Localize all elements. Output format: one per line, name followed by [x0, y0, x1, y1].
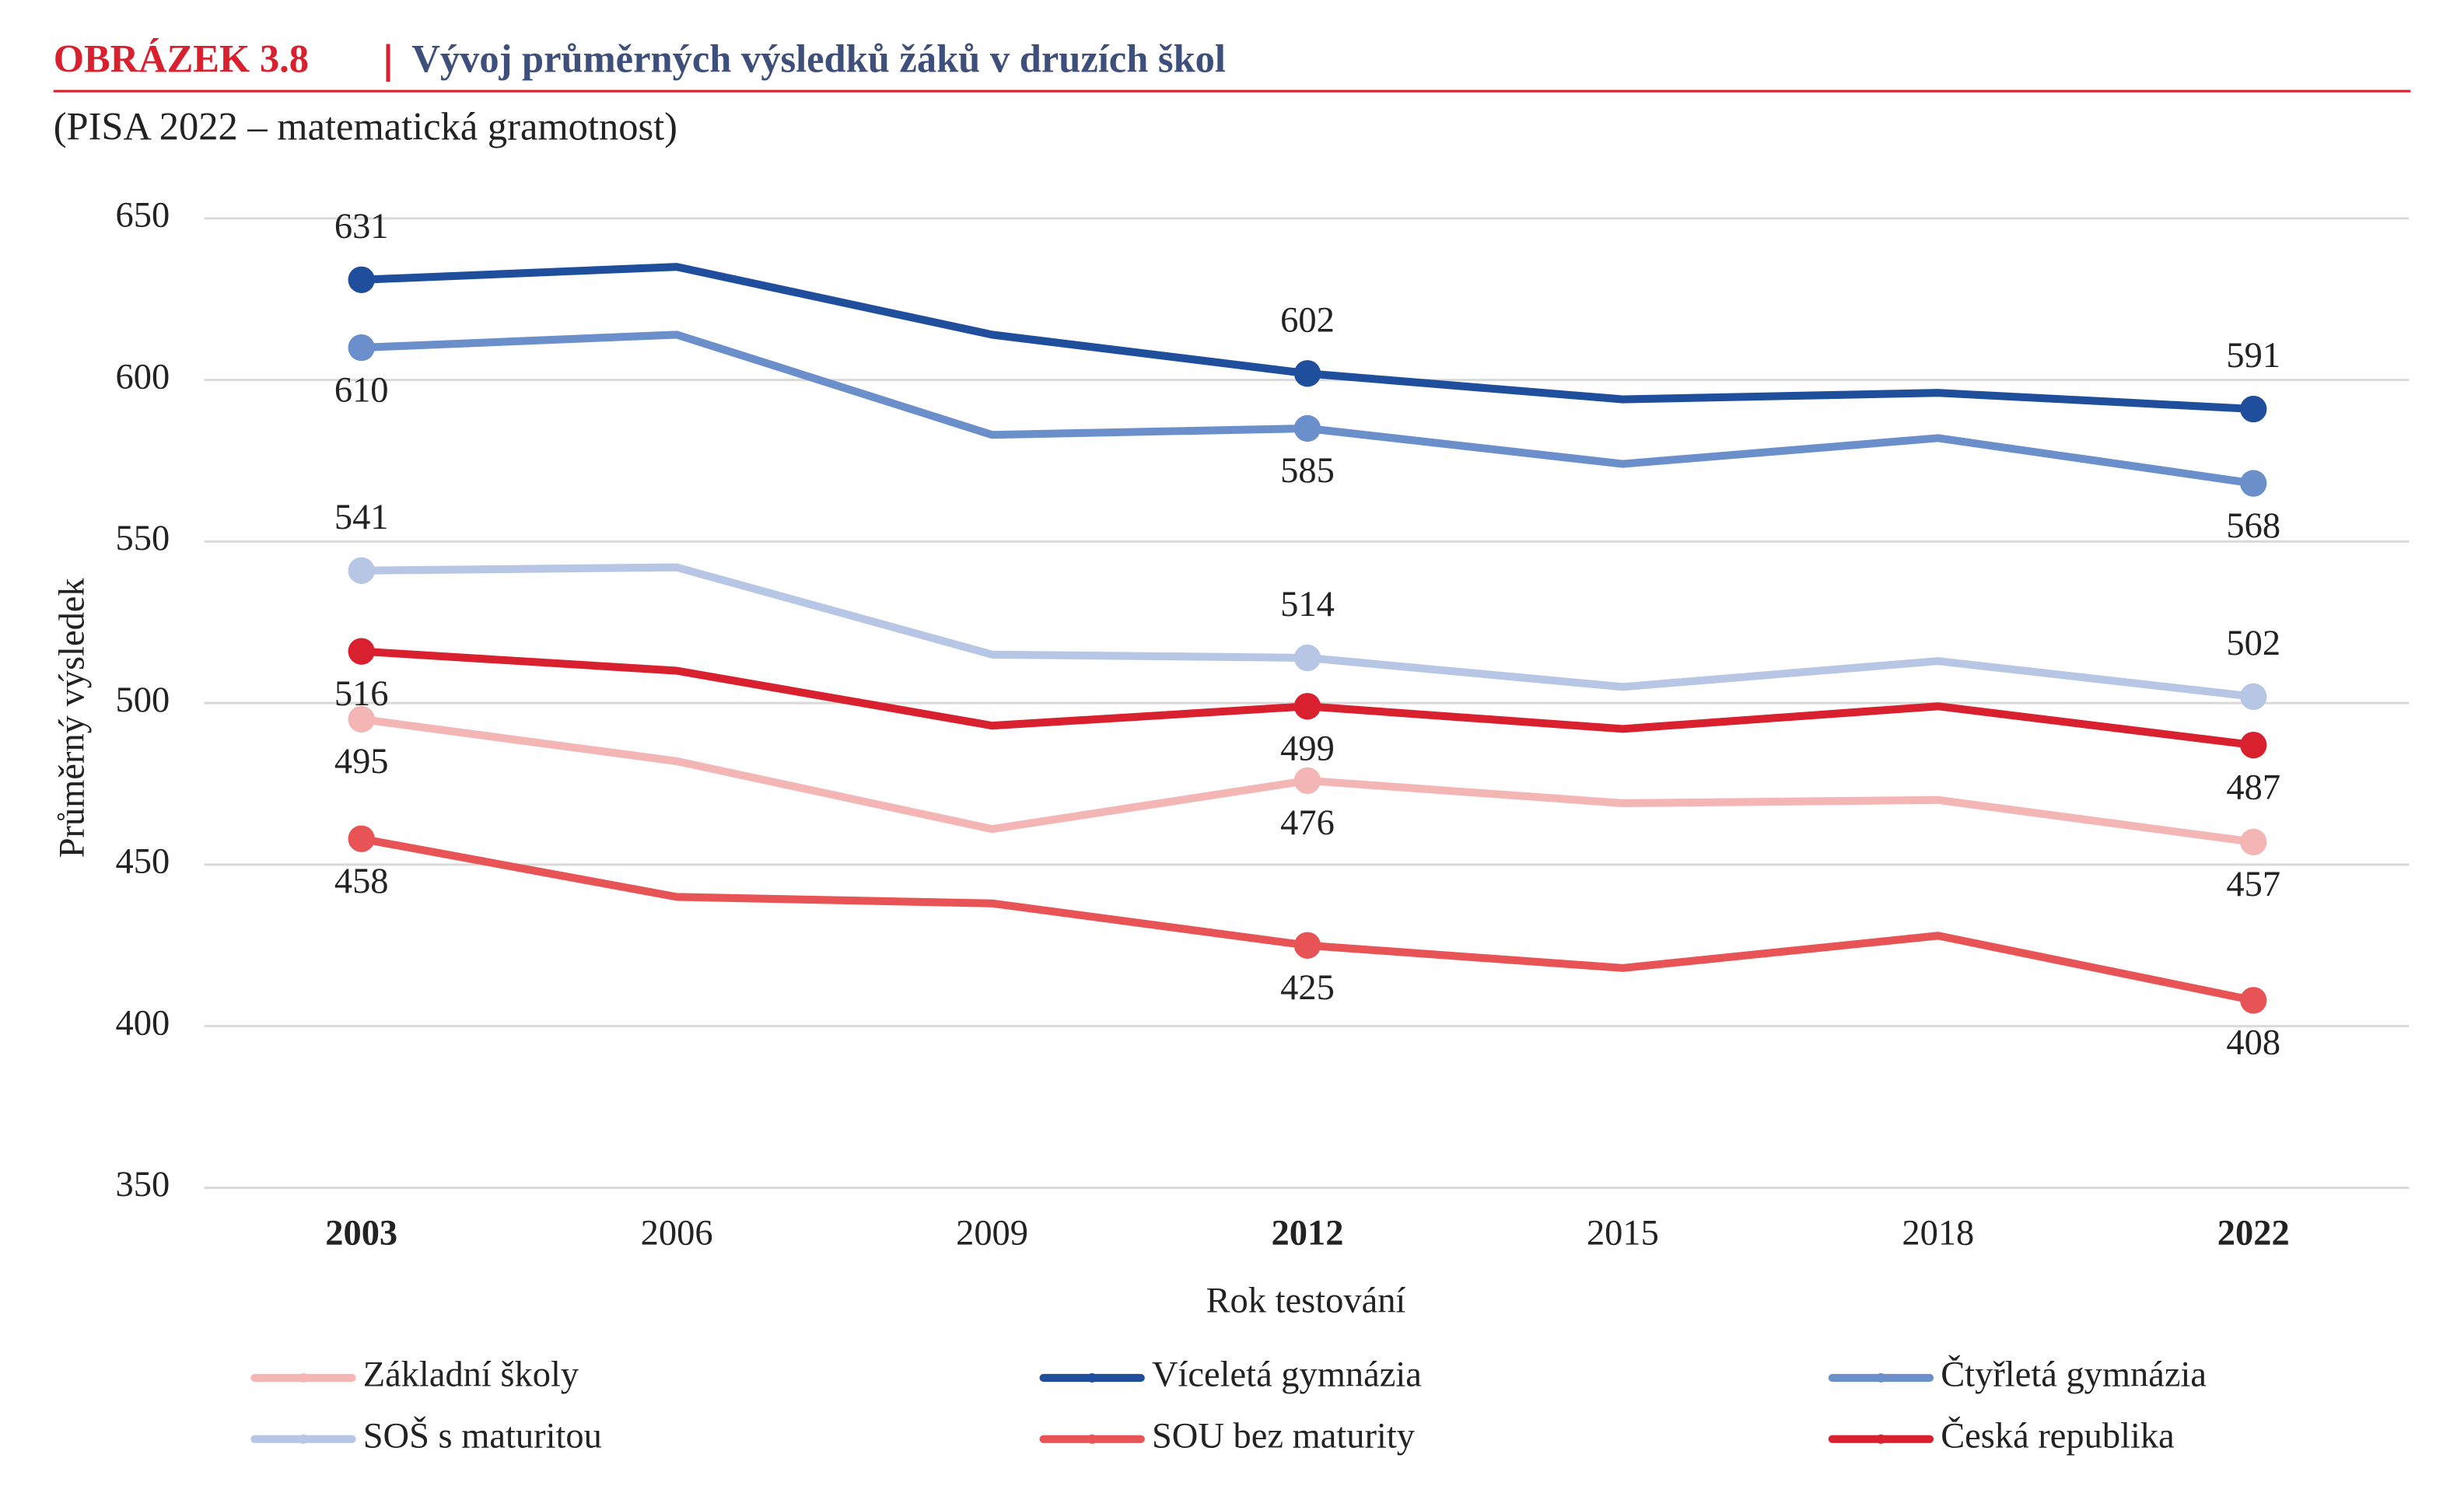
- x-tick-label: 2018: [1902, 1214, 1974, 1253]
- point-marker: [1293, 932, 1321, 959]
- point-marker: [2240, 828, 2267, 855]
- y-tick-label: 600: [116, 357, 170, 397]
- y-tick-label: 400: [116, 1003, 170, 1043]
- point-marker: [348, 638, 375, 665]
- point-marker: [2240, 395, 2267, 423]
- data-label: 631: [334, 207, 389, 247]
- figure-label: OBRÁZEK 3.8: [54, 37, 309, 80]
- data-label: 502: [2226, 624, 2280, 663]
- x-tick-label: 2015: [1587, 1214, 1659, 1253]
- point-marker: [1293, 414, 1321, 442]
- data-label: 591: [2226, 336, 2280, 376]
- point-marker: [2240, 683, 2267, 710]
- y-tick-label: 350: [116, 1165, 170, 1205]
- x-axis-label: Rok testování: [1206, 1281, 1406, 1321]
- data-label: 585: [1280, 451, 1335, 491]
- legend-label: Česká republika: [1941, 1415, 2175, 1456]
- legend-swatch-marker: [1876, 1434, 1886, 1444]
- legend-swatch-marker: [1876, 1372, 1886, 1383]
- data-label: 499: [1280, 729, 1335, 769]
- data-label: 602: [1280, 300, 1335, 340]
- point-marker: [1293, 644, 1321, 672]
- point-marker: [348, 705, 375, 733]
- y-tick-label: 650: [116, 195, 170, 235]
- x-tick-label: 2003: [325, 1214, 397, 1253]
- x-tick-label: 2012: [1272, 1214, 1344, 1253]
- point-marker: [2240, 731, 2267, 759]
- y-tick-label: 550: [116, 519, 170, 558]
- chart-subtitle: (PISA 2022 – matematická gramotnost): [54, 104, 677, 148]
- y-axis-label: Průměrný výsledek: [53, 578, 93, 858]
- x-tick-label: 2006: [641, 1214, 713, 1253]
- point-marker: [2240, 987, 2267, 1014]
- point-marker: [348, 825, 375, 852]
- point-marker: [1293, 360, 1321, 387]
- legend-label: Základní školy: [363, 1355, 579, 1395]
- y-tick-label: 450: [116, 842, 170, 882]
- legend-swatch-marker: [1087, 1372, 1097, 1383]
- legend-label: Víceletá gymnázia: [1152, 1355, 1422, 1395]
- x-tick-label: 2009: [956, 1214, 1028, 1253]
- data-label: 568: [2226, 506, 2280, 546]
- point-marker: [1293, 693, 1321, 720]
- data-label: 458: [334, 862, 389, 901]
- legend-swatch-marker: [1087, 1434, 1097, 1444]
- data-label: 425: [1280, 968, 1335, 1008]
- y-tick-label: 500: [116, 680, 170, 720]
- point-marker: [348, 266, 375, 293]
- data-label: 495: [334, 742, 389, 781]
- point-marker: [348, 334, 375, 362]
- legend-swatch-marker: [298, 1372, 308, 1383]
- data-label: 476: [1280, 803, 1335, 843]
- chart-title: Vývoj průměrných výsledků žáků v druzích…: [411, 37, 1226, 80]
- point-marker: [348, 557, 375, 584]
- data-label: 514: [1280, 585, 1335, 624]
- data-label: 408: [2226, 1023, 2280, 1063]
- legend-label: SOŠ s maturitou: [363, 1415, 602, 1456]
- point-marker: [1293, 767, 1321, 795]
- data-label: 516: [334, 674, 389, 714]
- x-tick-label: 2022: [2217, 1214, 2290, 1253]
- legend-swatch-marker: [298, 1434, 308, 1444]
- legend-label: SOU bez maturity: [1152, 1416, 1416, 1456]
- data-label: 487: [2226, 767, 2280, 807]
- data-label: 541: [334, 498, 389, 537]
- point-marker: [2240, 470, 2267, 497]
- data-label: 610: [334, 370, 389, 410]
- legend-label: Čtyřletá gymnázia: [1941, 1355, 2207, 1395]
- data-label: 457: [2226, 865, 2280, 904]
